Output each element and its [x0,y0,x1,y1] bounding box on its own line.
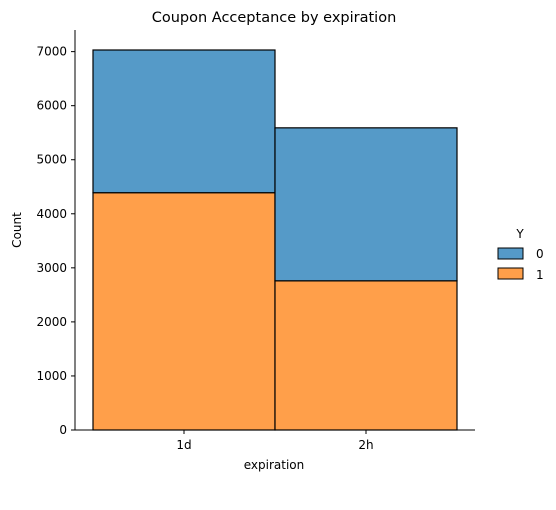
legend-label-1: 1 [536,268,544,282]
chart-title: Coupon Acceptance by expiration [152,10,397,26]
plot-area [92,49,458,431]
legend-title: Y [515,227,524,241]
bar-2h-series-1 [274,280,458,431]
x-axis: 1d 2h [75,429,475,452]
y-axis: 0 1000 2000 3000 4000 5000 6000 7000 [36,30,76,437]
y-tick-label: 1000 [36,369,67,383]
y-tick-label: 4000 [36,207,67,221]
y-tick-label: 5000 [36,153,67,167]
legend-label-0: 0 [536,247,544,261]
x-axis-label: expiration [244,458,305,472]
legend-swatch-0 [497,247,524,260]
legend-swatch-1 [497,267,524,280]
bar-1d-series-1 [92,192,276,431]
legend: Y 0 1 [497,227,544,282]
y-tick-label: 7000 [36,45,67,59]
bar-1d-series-0 [92,49,276,194]
y-tick-label: 3000 [36,261,67,275]
y-axis-label: Count [10,212,24,248]
bar-2h-series-0 [274,127,458,282]
y-tick-label: 2000 [36,315,67,329]
y-tick-label: 0 [59,423,67,437]
x-tick-label: 2h [358,438,373,452]
y-tick-label: 6000 [36,99,67,113]
x-tick-label: 1d [176,438,191,452]
